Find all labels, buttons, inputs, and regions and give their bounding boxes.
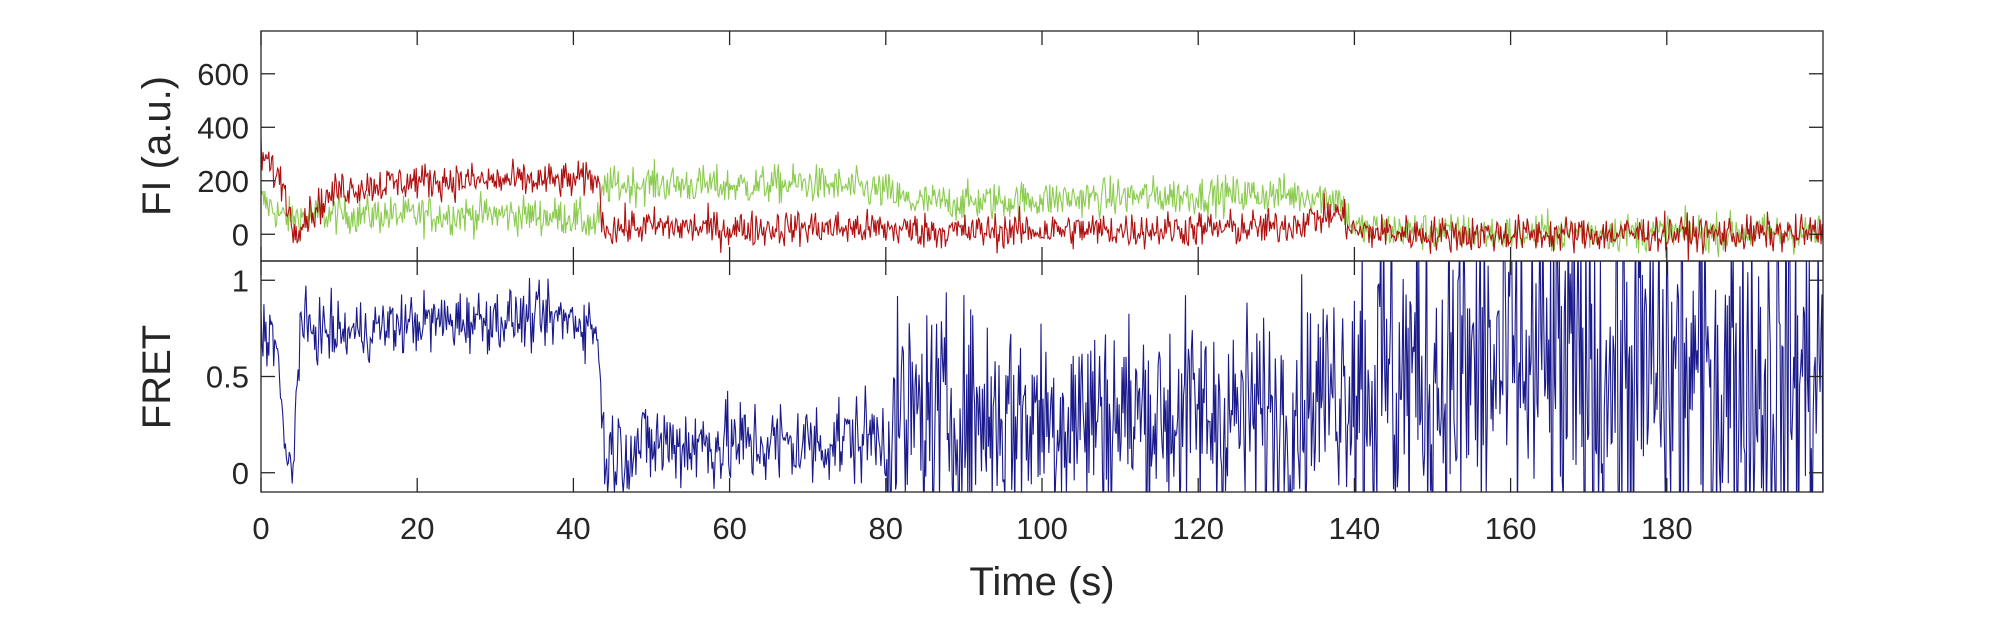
x-tick-label: 160: [1485, 511, 1537, 546]
bottom-y-axis-label: FRET: [135, 325, 179, 429]
top-y-tick-label: 200: [197, 164, 249, 199]
bottom-series-group: [261, 261, 1823, 492]
top-series-group: [261, 137, 1823, 261]
top-y-ticks: 0 200 400 600: [197, 57, 1823, 252]
bottom-series-0-line: [261, 261, 1823, 492]
x-tick-label: 120: [1172, 511, 1224, 546]
top-y-axis-label: FI (a.u.): [135, 76, 179, 216]
x-tick-label: 0: [252, 511, 269, 546]
bottom-panel: 00.51 0 20 40 60 80 100 120 140 160 180 FRET Time…: [135, 31, 1824, 604]
bottom-y-ticks: 00.51: [206, 263, 1823, 491]
top-series-0-line: [261, 159, 1823, 258]
x-tick-label: 100: [1016, 511, 1068, 546]
top-series-1-line: [261, 137, 1823, 261]
bottom-y-tick-label: 0: [232, 456, 249, 491]
top-y-tick-label: 400: [197, 110, 249, 145]
top-y-tick-label: 0: [232, 217, 249, 252]
x-axis-label: Time (s): [969, 560, 1114, 604]
x-tick-label: 80: [869, 511, 903, 546]
top-y-tick-label: 600: [197, 57, 249, 92]
x-tick-label: 40: [556, 511, 590, 546]
x-axis-ticks: 0 20 40 60 80 100 120 140 160 180: [252, 31, 1693, 546]
x-tick-label: 20: [400, 511, 434, 546]
x-tick-label: 140: [1329, 511, 1381, 546]
x-tick-label: 180: [1641, 511, 1693, 546]
top-panel: 0 200 400 600 FI (a.u.): [135, 30, 1824, 262]
bottom-y-tick-label: 1: [232, 263, 249, 298]
bottom-plot-frame: [260, 260, 1824, 493]
bottom-y-tick-label: 0.5: [206, 360, 249, 395]
x-tick-label: 60: [712, 511, 746, 546]
